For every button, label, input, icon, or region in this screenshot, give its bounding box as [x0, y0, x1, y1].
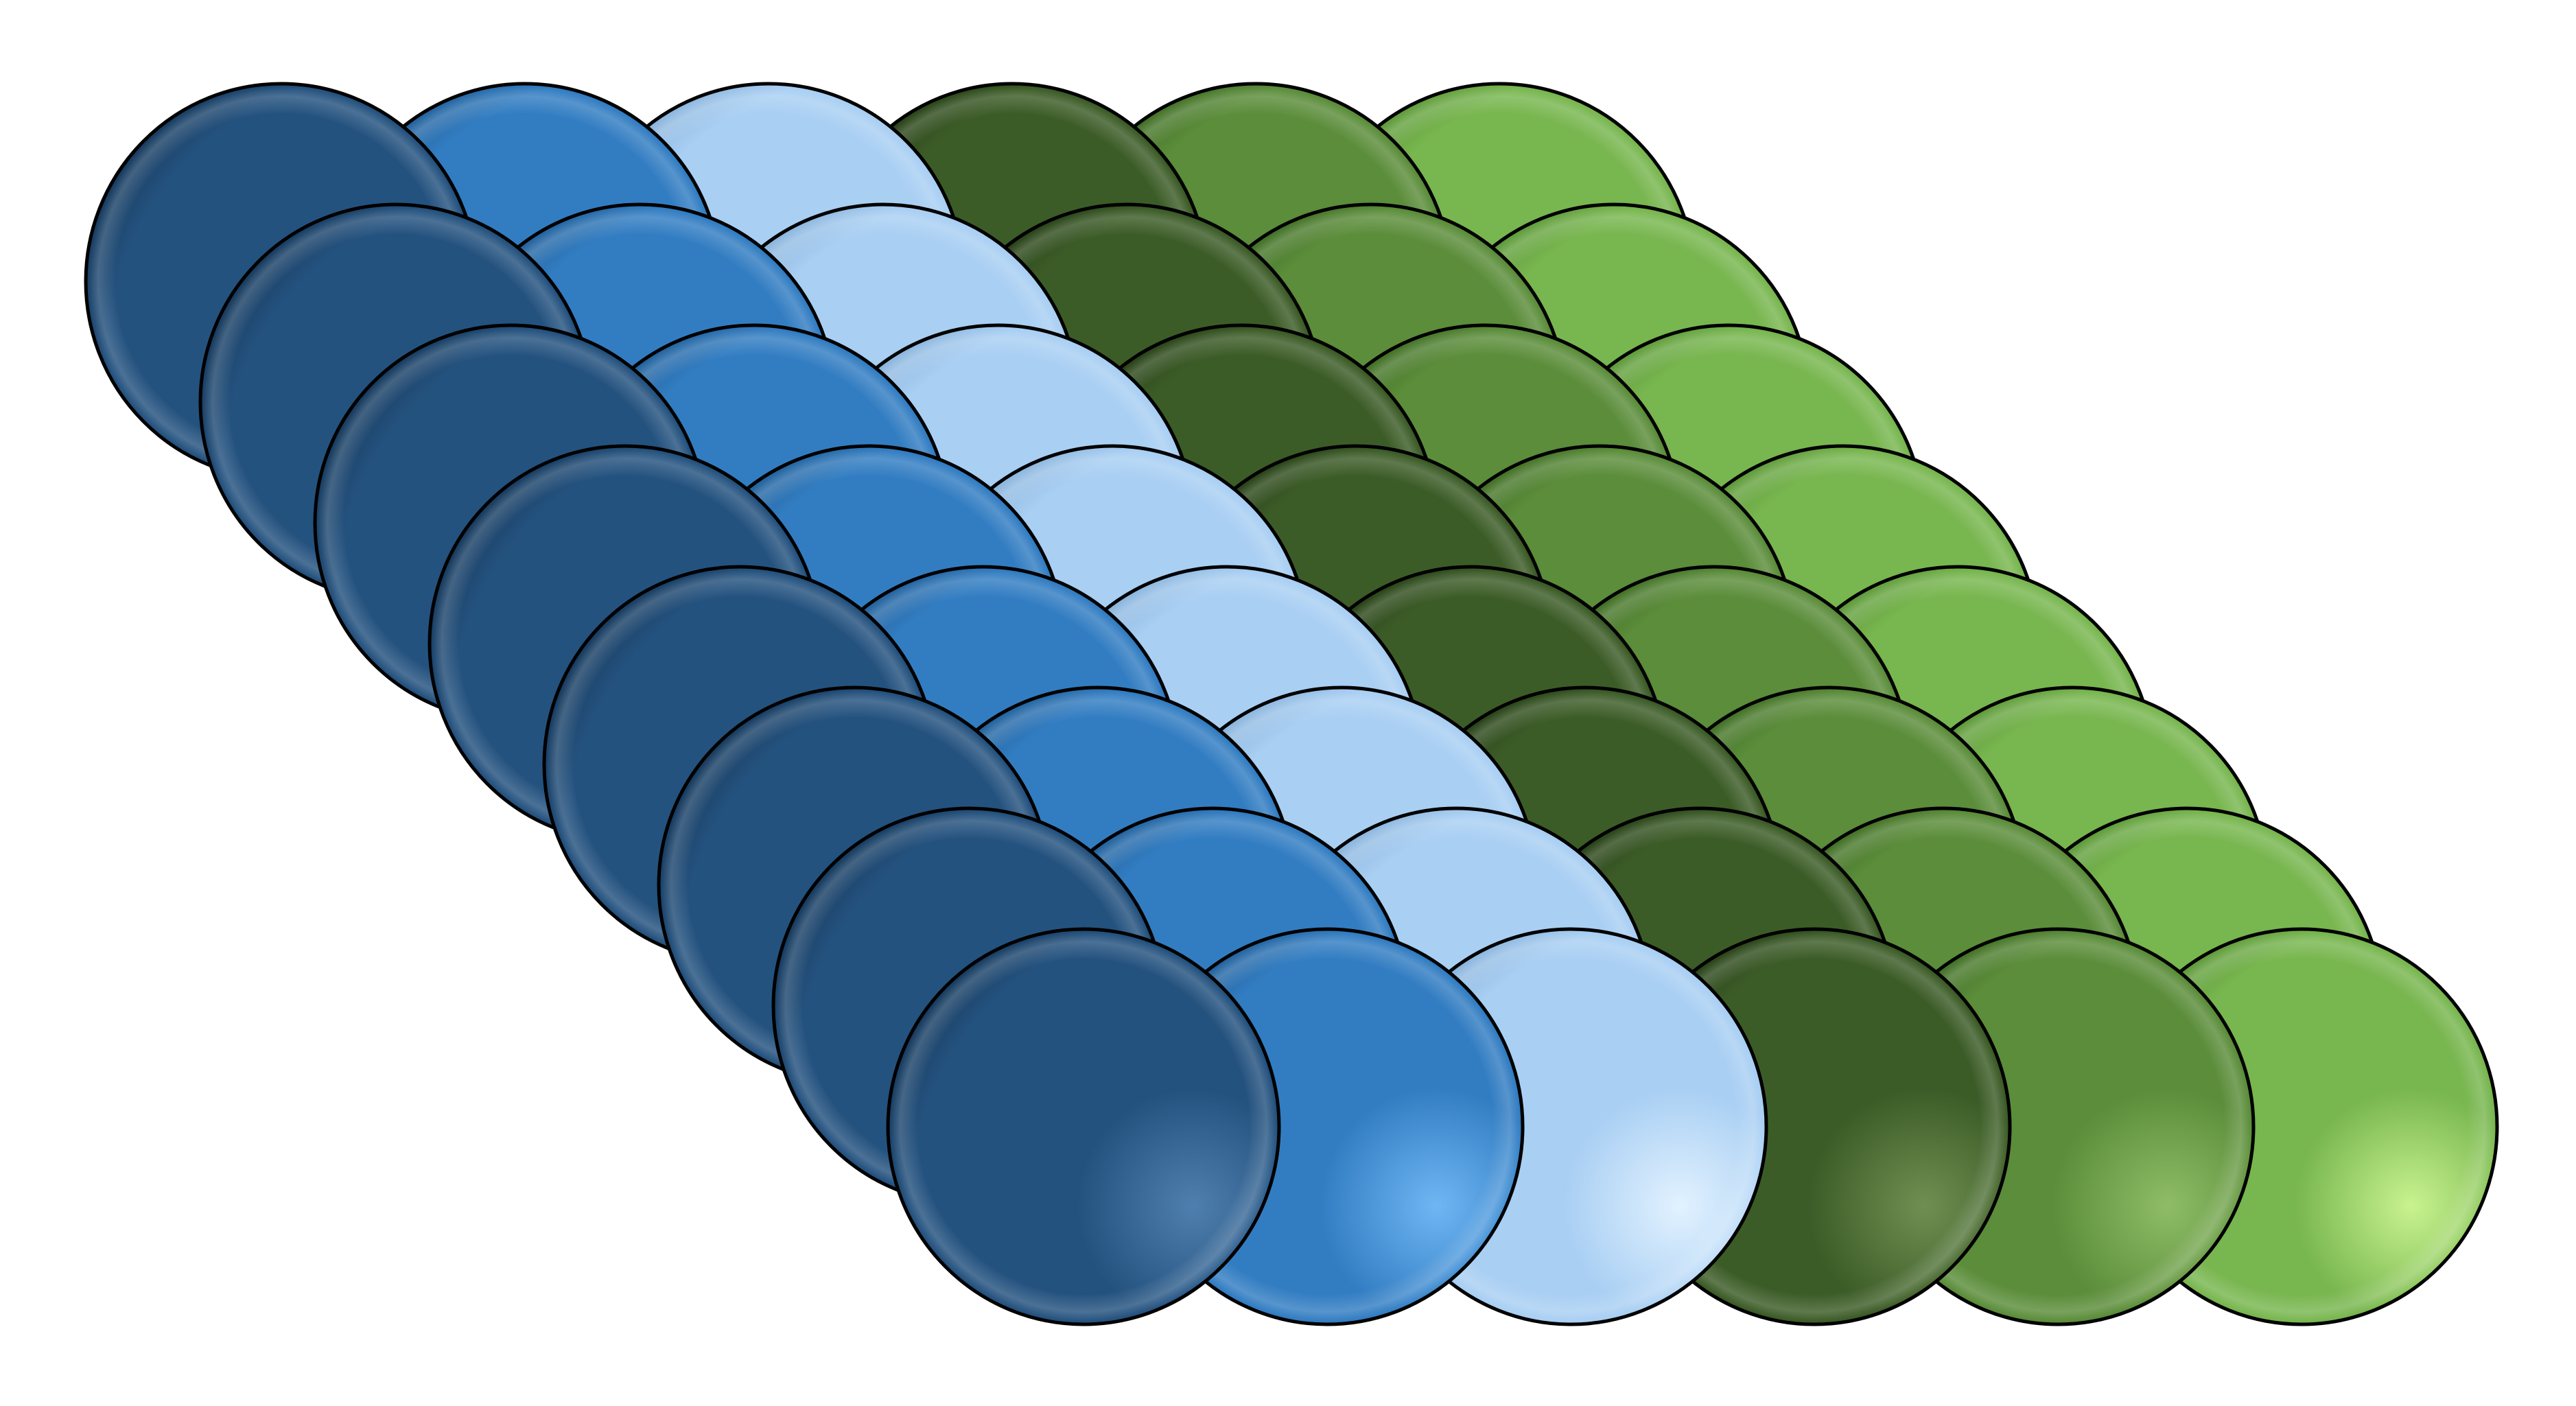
disc-layer [84, 82, 2499, 1326]
disc-sheen [891, 932, 1276, 1322]
disc-r8-c1 [886, 927, 1281, 1326]
